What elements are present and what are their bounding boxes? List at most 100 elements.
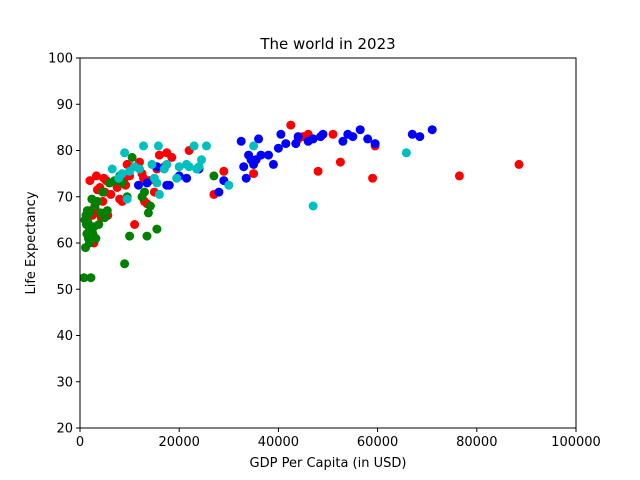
- data-point: [264, 150, 273, 160]
- data-point: [308, 201, 318, 211]
- x-axis: 0 20000 40000 60000 80000 100000: [76, 428, 601, 450]
- data-point: [152, 224, 162, 234]
- x-axis-label: GDP Per Capita (in USD): [250, 456, 407, 471]
- data-point: [308, 134, 318, 144]
- data-point: [335, 157, 345, 167]
- data-point: [85, 176, 95, 186]
- data-point: [91, 171, 101, 181]
- x-tick-label: 80000: [456, 435, 497, 450]
- data-point: [154, 150, 164, 160]
- data-point: [224, 180, 234, 190]
- data-point: [98, 187, 108, 197]
- data-point: [281, 139, 291, 149]
- data-point: [241, 173, 251, 183]
- data-point: [514, 159, 524, 169]
- data-point: [162, 159, 172, 169]
- data-point: [415, 132, 425, 142]
- data-point: [370, 139, 380, 149]
- data-point: [219, 166, 229, 176]
- data-point: [139, 141, 148, 151]
- data-point: [338, 136, 348, 146]
- data-point: [122, 194, 132, 204]
- y-tick-label: 30: [56, 375, 73, 390]
- data-point: [348, 132, 358, 142]
- data-point: [127, 152, 137, 162]
- data-point: [164, 180, 174, 190]
- data-point: [249, 141, 259, 151]
- data-point: [120, 259, 130, 269]
- data-point: [142, 231, 152, 241]
- data-point: [293, 132, 303, 142]
- data-point: [363, 134, 373, 144]
- data-point: [85, 208, 95, 218]
- data-point: [135, 164, 144, 174]
- data-point: [276, 129, 286, 139]
- y-tick-label: 40: [56, 329, 73, 344]
- data-point: [143, 208, 153, 218]
- data-point: [125, 231, 135, 241]
- data-point: [401, 148, 411, 158]
- data-point: [107, 164, 117, 174]
- y-axis: 20 30 40 50 60 70 80 90 100: [48, 52, 80, 437]
- data-point: [318, 129, 328, 139]
- points-layer: [79, 120, 524, 283]
- data-point: [167, 152, 177, 162]
- y-tick-label: 90: [56, 98, 73, 113]
- data-point: [100, 213, 110, 223]
- data-point: [154, 189, 164, 199]
- data-point: [86, 273, 96, 283]
- data-point: [313, 166, 323, 176]
- data-point: [407, 129, 417, 139]
- y-axis-label: Life Expectancy: [24, 191, 39, 294]
- data-point: [145, 201, 155, 211]
- data-point: [182, 173, 192, 183]
- y-tick-label: 50: [56, 283, 73, 298]
- data-point: [120, 148, 130, 158]
- data-point: [91, 233, 101, 243]
- data-point: [236, 136, 246, 146]
- data-point: [184, 162, 194, 172]
- data-point: [286, 120, 296, 130]
- data-point: [140, 187, 149, 197]
- data-point: [268, 159, 278, 169]
- y-tick-label: 70: [56, 190, 73, 205]
- x-tick-label: 40000: [258, 435, 299, 450]
- data-point: [239, 162, 249, 172]
- data-point: [197, 155, 206, 165]
- data-point: [130, 220, 140, 229]
- data-point: [189, 141, 199, 151]
- data-point: [202, 141, 211, 151]
- data-point: [152, 178, 162, 188]
- data-point: [102, 206, 112, 216]
- data-point: [273, 143, 283, 153]
- data-point: [194, 162, 204, 172]
- data-point: [147, 159, 157, 169]
- data-point: [134, 180, 143, 190]
- y-tick-label: 80: [56, 144, 73, 159]
- data-point: [256, 150, 266, 160]
- data-point: [172, 173, 182, 183]
- data-point: [291, 139, 301, 149]
- data-point: [142, 178, 152, 188]
- data-point: [92, 196, 102, 206]
- data-point: [368, 173, 378, 183]
- data-point: [249, 169, 259, 179]
- x-tick-label: 60000: [357, 435, 398, 450]
- chart-title: The world in 2023: [259, 35, 395, 53]
- data-point: [355, 125, 365, 135]
- data-point: [427, 125, 437, 135]
- y-tick-label: 20: [56, 422, 73, 437]
- data-point: [106, 189, 116, 199]
- data-point: [84, 238, 94, 248]
- y-tick-label: 100: [48, 52, 73, 67]
- data-point: [153, 141, 163, 151]
- data-point: [209, 171, 219, 181]
- y-tick-label: 60: [56, 237, 73, 252]
- data-point: [174, 162, 184, 172]
- data-point: [254, 134, 264, 144]
- data-point: [214, 187, 224, 197]
- data-point: [94, 220, 104, 229]
- x-tick-label: 0: [76, 435, 84, 450]
